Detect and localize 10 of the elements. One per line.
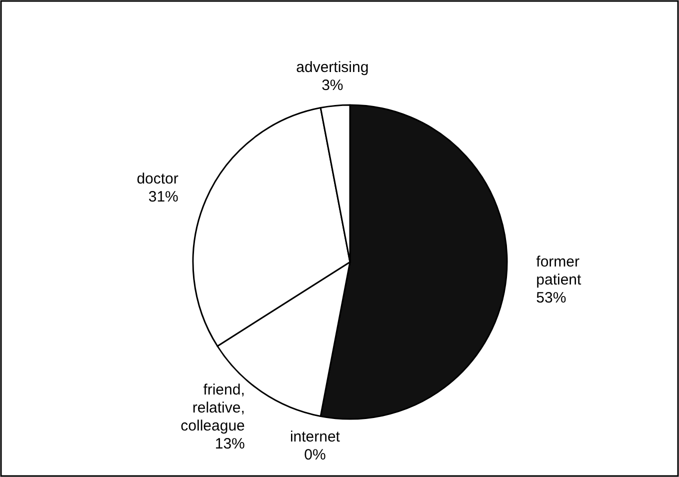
data-label: 3%: [322, 76, 344, 94]
category-label: internet: [290, 428, 340, 446]
text: 0%: [304, 446, 326, 464]
slice-label: friend, relative, colleague: [180, 382, 245, 435]
slice-label: advertising: [296, 58, 369, 76]
slice-label: doctor: [136, 170, 178, 188]
slice-label: former patient: [536, 254, 582, 289]
data-label: 13%: [214, 436, 245, 453]
data-label: 31%: [148, 188, 178, 206]
data-label: 53%: [536, 290, 566, 307]
